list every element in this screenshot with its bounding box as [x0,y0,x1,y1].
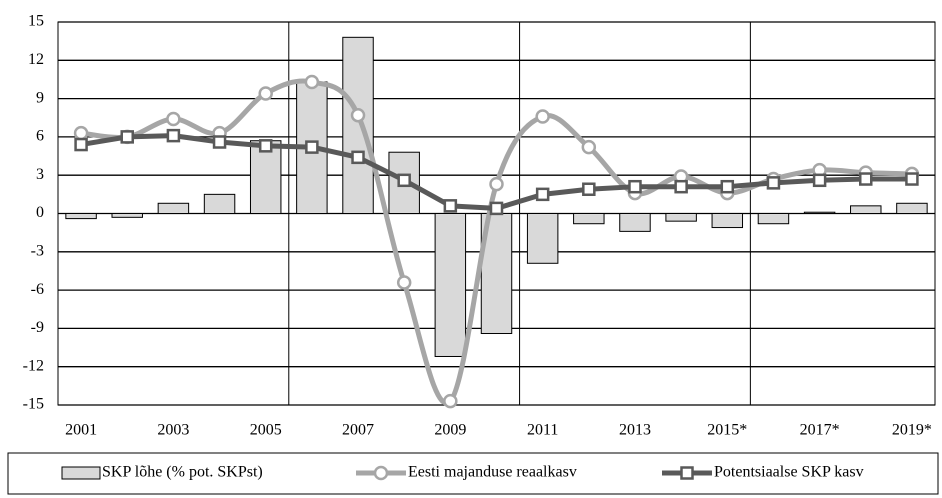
marker [581,139,597,155]
marker [397,173,411,188]
marker [535,187,550,202]
marker [396,275,412,290]
x-tick-label: 2005 [250,422,282,439]
marker [258,139,273,153]
legend-symbol [373,465,389,481]
bar [111,213,143,218]
marker [720,179,735,194]
marker [489,201,504,216]
y-tick-label: -6 [31,281,44,298]
marker [305,140,319,154]
bar [757,213,790,225]
bar [526,213,559,264]
bar [434,213,467,357]
legend-label: Eesti majanduse reaalkasv [408,464,577,481]
x-tick-label: 2011 [527,422,558,439]
y-tick-label: -9 [31,319,44,336]
marker [766,176,781,190]
marker [905,172,919,186]
x-tick-label: 2017* [800,422,840,439]
marker [351,150,365,165]
x-tick-label: 2015* [707,422,747,439]
x-tick-label: 2001 [65,422,97,439]
marker [489,176,504,192]
x-tick-label: 2019* [892,422,932,439]
marker [443,393,458,409]
x-tick-label: 2003 [157,422,189,439]
marker [535,109,550,124]
marker [258,86,273,101]
bar [65,213,97,220]
bar [573,213,605,225]
y-tick-label: 0 [36,204,44,221]
bar [157,202,190,214]
marker [212,135,227,149]
y-tick-label: 15 [28,13,44,30]
y-tick-label: -15 [23,396,44,413]
y-tick-label: -12 [23,357,44,374]
bar [803,211,836,214]
y-tick-label: 3 [36,166,44,183]
legend-label: SKP lõhe (% pot. SKPst) [102,464,263,481]
legend-label: Potentsiaalse SKP kasv [714,464,864,481]
bar [665,213,697,222]
marker [166,128,181,143]
bar [342,36,374,214]
marker [674,179,688,194]
marker [859,172,873,186]
bar [203,193,236,215]
y-tick-label: 6 [36,128,44,145]
marker [812,173,827,188]
x-tick-label: 2013 [619,422,651,439]
marker [166,111,181,127]
marker [304,74,320,90]
marker [582,182,596,196]
marker [628,179,642,194]
bar [711,213,744,229]
x-tick-label: 2009 [434,422,466,439]
legend-box [7,452,939,495]
bar [249,140,282,214]
legend-symbol [680,466,694,480]
marker [74,137,88,152]
marker [120,130,134,144]
y-tick-label: -3 [31,242,44,259]
bar [850,205,882,214]
x-tick-label: 2007 [342,422,374,439]
y-tick-label: 12 [28,51,44,68]
marker [73,125,89,141]
marker [443,199,458,213]
marker [350,107,366,123]
legend-symbol [61,466,101,480]
bar [896,202,928,214]
y-tick-label: 9 [36,89,44,106]
bar [619,213,651,232]
